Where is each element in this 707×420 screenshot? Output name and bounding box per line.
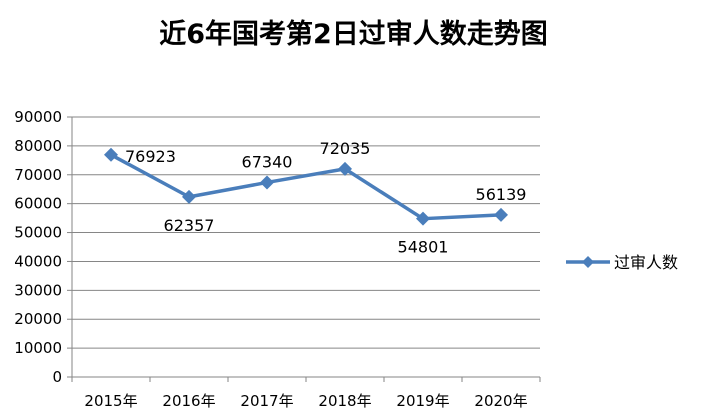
data-point-2018年	[338, 161, 352, 176]
data-point-2020年	[494, 207, 508, 222]
x-tick-label-2015年: 2015年	[84, 392, 137, 410]
y-tick-label-80000: 80000	[14, 137, 62, 155]
axes	[67, 116, 541, 382]
y-tick-label-70000: 70000	[14, 166, 62, 184]
series-line-0	[109, 153, 503, 221]
y-tick-label-50000: 50000	[14, 224, 62, 242]
data-label-2018年: 72035	[320, 139, 371, 158]
data-labels: 76923 62357 67340 72035 54801 56139	[125, 139, 526, 257]
data-label-2016年: 62357	[164, 216, 215, 235]
x-tick-label-2016年: 2016年	[162, 392, 215, 410]
data-point-2019年	[416, 211, 430, 226]
y-tick-label-30000: 30000	[14, 281, 62, 299]
data-point-2015年	[104, 147, 118, 162]
data-label-2017年: 67340	[242, 152, 293, 171]
data-label-2019年: 54801	[398, 238, 449, 257]
x-axis-tick-labels: 2015年 2016年 2017年 2018年 2019年 2020年	[84, 392, 527, 410]
x-tick-label-2020年: 2020年	[474, 392, 527, 410]
data-point-2017年	[260, 175, 274, 190]
y-tick-label-40000: 40000	[14, 252, 62, 270]
y-tick-label-90000: 90000	[14, 108, 62, 126]
gridlines	[72, 116, 540, 349]
legend-marker-0	[582, 256, 594, 268]
series-layer	[104, 147, 508, 226]
x-tick-label-2017年: 2017年	[240, 392, 293, 410]
y-tick-label-20000: 20000	[14, 310, 62, 328]
x-tick-label-2019年: 2019年	[396, 392, 449, 410]
data-label-2015年: 76923	[125, 147, 176, 166]
chart-title: 近6年国考第2日过审人数走势图	[159, 19, 548, 50]
y-tick-label-10000: 10000	[14, 339, 62, 357]
y-tick-label-60000: 60000	[14, 195, 62, 213]
data-label-2020年: 56139	[476, 185, 527, 204]
data-point-2016年	[182, 189, 196, 204]
y-axis-tick-labels: 0 10000 20000 30000 40000 50000 60000 70000 8000…	[14, 108, 62, 386]
legend-label-0: 过审人数	[614, 253, 678, 272]
legend: 过审人数	[566, 253, 678, 272]
y-tick-label-0: 0	[52, 368, 62, 386]
x-tick-label-2018年: 2018年	[318, 392, 371, 410]
